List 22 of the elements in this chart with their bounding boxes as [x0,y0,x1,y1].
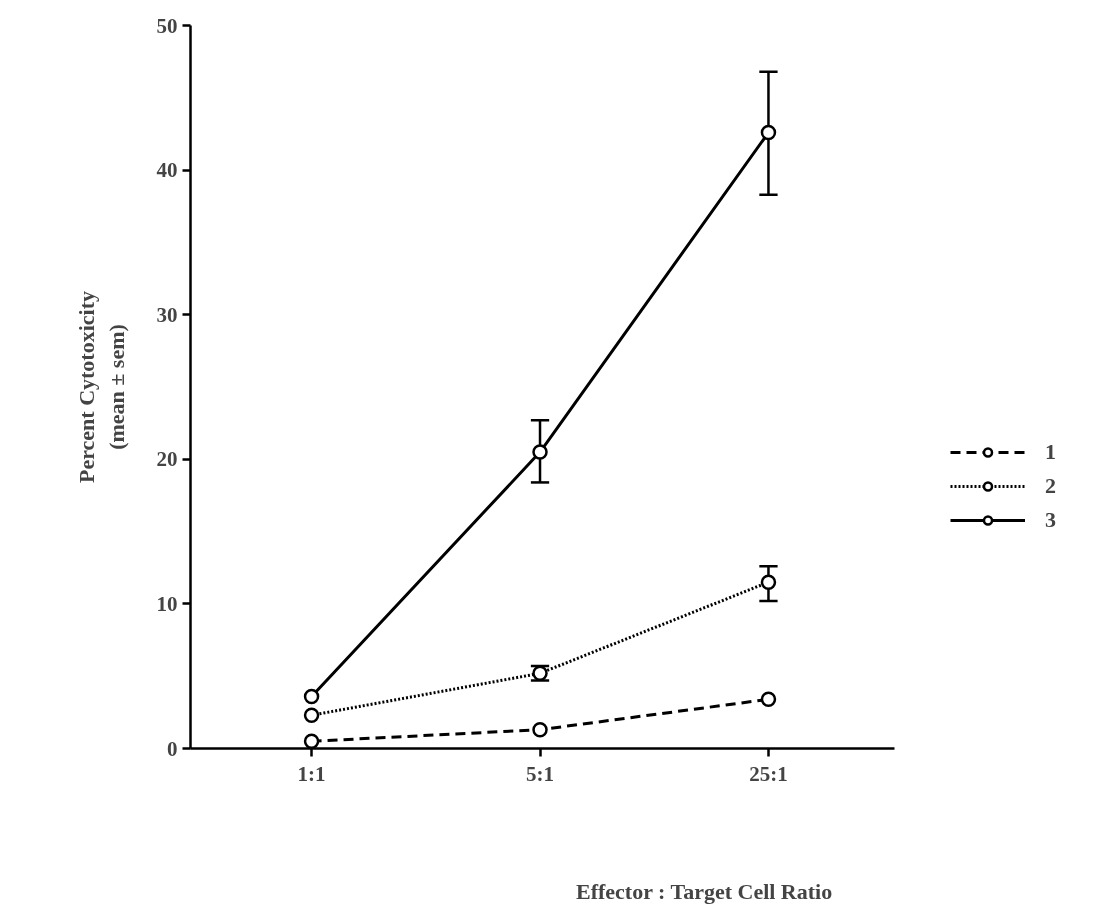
point [303,688,320,705]
point [760,574,777,590]
point [303,733,320,749]
x-axis-title: Effector : Target Cell Ratio [576,878,833,904]
y-tick-label: 0 [167,736,178,761]
y-tick-label: 20 [156,447,178,472]
point [303,707,320,723]
legend-label: 2 [1045,473,1057,499]
point [760,691,777,708]
point [532,444,548,460]
x-tick-label: 25:1 [749,761,788,786]
y-tick-label: 50 [156,13,178,38]
y-tick-label: 10 [156,591,178,616]
point [532,721,548,738]
legend-label: 3 [1045,507,1057,533]
point [760,124,777,141]
y-tick-label: 40 [156,158,178,183]
x-tick-label: 1:1 [297,761,326,786]
x-tick-label: 5:1 [526,761,555,786]
y-axis-title: Percent Cytotoxicity (mean ± sem) [73,290,129,484]
legend-label: 1 [1045,439,1057,465]
y-tick-label: 30 [156,302,178,327]
